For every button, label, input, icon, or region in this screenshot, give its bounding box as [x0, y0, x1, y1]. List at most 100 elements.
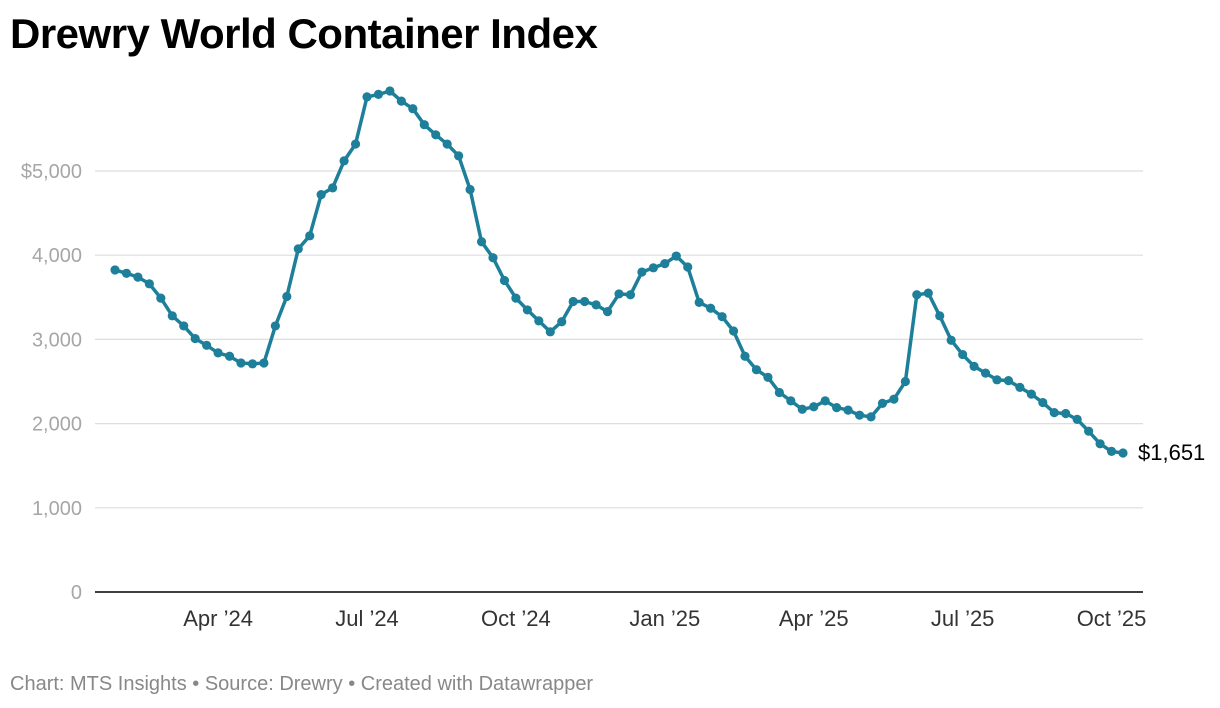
data-point	[293, 244, 303, 254]
y-tick-label: 2,000	[32, 414, 82, 436]
data-point	[305, 231, 315, 241]
data-point	[706, 303, 716, 313]
data-point	[236, 358, 246, 368]
data-point	[625, 290, 636, 300]
data-point	[1118, 448, 1128, 458]
data-point	[522, 305, 532, 315]
data-point	[1038, 397, 1048, 408]
data-point	[740, 351, 750, 361]
data-point	[820, 396, 830, 406]
data-point	[660, 259, 670, 269]
data-point	[202, 340, 212, 350]
chart-title: Drewry World Container Index	[10, 10, 598, 57]
data-point	[832, 403, 842, 413]
data-point	[1026, 389, 1036, 399]
data-point	[339, 156, 349, 166]
data-point	[419, 120, 429, 130]
data-point	[969, 361, 979, 371]
x-tick-label: Apr ’24	[183, 606, 253, 631]
x-tick-label: Jul ’25	[931, 606, 995, 631]
y-tick-label: $5,000	[21, 161, 82, 183]
y-tick-label: 1,000	[32, 498, 82, 520]
data-point	[591, 300, 601, 310]
data-point	[511, 293, 521, 303]
chart-footer: Chart: MTS Insights • Source: Drewry • C…	[10, 673, 594, 695]
data-point	[259, 358, 269, 368]
data-point	[328, 183, 338, 193]
data-point	[900, 376, 910, 387]
data-point	[980, 368, 991, 378]
data-point	[1003, 376, 1014, 386]
data-point	[935, 311, 945, 321]
data-point	[362, 92, 372, 102]
x-axis-ticks: Apr ’24 Jul ’24 Oct ’24 Jan ’25 Apr ’25 Jul ’…	[183, 606, 1146, 631]
data-point	[568, 296, 578, 307]
data-point	[683, 262, 693, 272]
x-tick-label: Oct ’24	[481, 606, 551, 631]
data-point	[408, 104, 418, 114]
data-point	[637, 267, 647, 277]
data-point	[602, 307, 613, 317]
data-point	[797, 404, 807, 414]
data-point	[648, 263, 658, 273]
data-point	[958, 349, 968, 360]
data-point	[190, 333, 200, 344]
data-point	[213, 348, 223, 358]
data-point	[488, 253, 498, 263]
data-point	[156, 293, 166, 303]
data-point	[247, 359, 258, 369]
data-point	[316, 189, 326, 200]
data-point	[866, 412, 876, 422]
data-point	[889, 394, 899, 404]
data-point	[224, 351, 235, 361]
x-tick-label: Apr ’25	[779, 606, 849, 631]
data-point	[671, 251, 681, 261]
data-point	[454, 151, 464, 161]
data-point	[465, 184, 475, 195]
gridlines	[95, 170, 1143, 509]
data-point	[396, 96, 406, 106]
series-line	[113, 89, 1125, 455]
x-tick-label: Jul ’24	[335, 606, 399, 631]
data-point	[373, 89, 384, 99]
data-point	[110, 265, 120, 275]
data-point	[923, 288, 933, 298]
data-point	[946, 335, 956, 345]
data-point	[1095, 439, 1105, 449]
y-tick-label: 0	[71, 582, 82, 604]
x-tick-label: Oct ’25	[1077, 606, 1147, 631]
data-point	[1061, 408, 1071, 419]
data-point	[1084, 426, 1094, 436]
data-point	[763, 372, 773, 382]
data-point	[179, 321, 189, 331]
data-point	[694, 297, 704, 307]
data-point	[728, 326, 739, 336]
data-point	[877, 398, 888, 408]
data-point	[1015, 382, 1025, 392]
data-point	[534, 316, 544, 326]
data-point	[545, 327, 555, 337]
data-point	[144, 279, 154, 289]
data-point	[499, 275, 510, 286]
data-point	[854, 410, 865, 420]
data-point	[167, 311, 177, 321]
data-point	[786, 396, 796, 406]
data-point	[442, 139, 452, 149]
y-tick-label: 3,000	[32, 329, 82, 351]
data-point	[717, 312, 727, 322]
last-value-label: $1,651	[1138, 440, 1205, 465]
data-point	[580, 296, 590, 307]
data-point	[282, 291, 292, 302]
data-point	[1072, 414, 1082, 424]
data-point	[133, 272, 143, 282]
data-point	[843, 405, 853, 415]
data-point	[121, 268, 132, 278]
data-point	[809, 402, 819, 412]
data-point	[431, 130, 441, 140]
data-point	[350, 139, 361, 149]
data-point	[751, 365, 762, 375]
data-point	[1049, 408, 1059, 418]
data-point	[557, 317, 567, 327]
data-point	[270, 321, 280, 331]
